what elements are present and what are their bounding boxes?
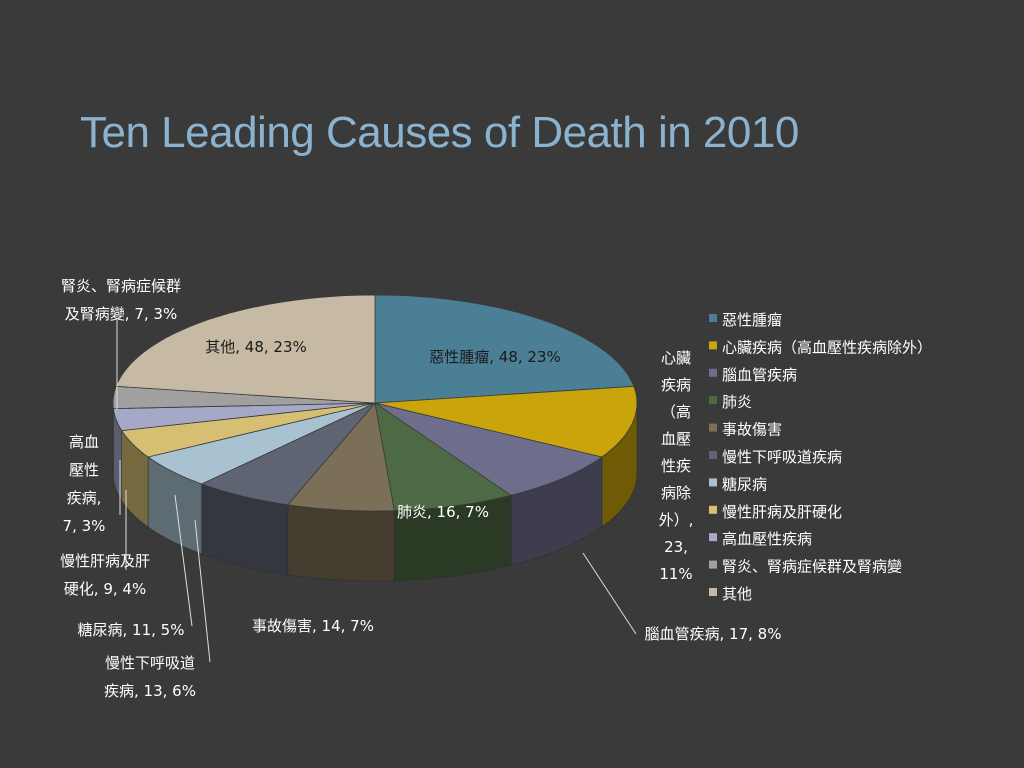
leader-line xyxy=(174,494,193,627)
leader-line xyxy=(582,552,637,635)
data-label: 慢性下呼吸道疾病, 13, 6% xyxy=(104,654,196,700)
pie-slice xyxy=(374,294,635,404)
legend-item: 肺炎 xyxy=(722,393,752,411)
pie-slice-side xyxy=(287,504,395,582)
pie-slice xyxy=(374,402,512,512)
legend-item: 心臟疾病（高血壓性疾病除外） xyxy=(722,338,932,356)
legend-item: 事故傷害 xyxy=(722,421,782,439)
data-label: 肺炎, 16, 7% xyxy=(397,503,489,521)
leader-line xyxy=(194,519,211,663)
data-label: 惡性腫瘤, 48, 23% xyxy=(429,348,561,366)
data-label: 其他, 48, 23% xyxy=(205,338,307,356)
legend-item: 慢性下呼吸道疾病 xyxy=(722,448,842,466)
legend-swatch xyxy=(709,560,717,569)
legend-swatch xyxy=(709,314,717,322)
pie-slice xyxy=(115,294,376,404)
legend-swatch xyxy=(709,478,717,487)
pie-slice xyxy=(287,402,395,512)
legend-swatch xyxy=(709,533,717,542)
data-label: 心臟疾病（高血壓性疾病除外）, 23, 11% xyxy=(659,349,694,583)
pie-slice xyxy=(374,385,638,458)
legend-item: 慢性肝病及肝硬化 xyxy=(722,503,842,521)
legend-item: 腎炎、腎病症候群及腎病變 xyxy=(722,558,902,576)
slide-title: Ten Leading Causes of Death in 2010 xyxy=(80,108,799,157)
data-label: 高血壓性疾病, 7, 3% xyxy=(63,433,106,535)
legend-swatch xyxy=(709,451,717,459)
pie-slice xyxy=(200,402,376,506)
data-label: 慢性肝病及肝硬化, 9, 4% xyxy=(60,552,150,598)
legend-swatch xyxy=(709,505,717,514)
data-label: 腦血管疾病, 17, 8% xyxy=(645,625,782,643)
pie-slice xyxy=(374,402,603,496)
legend-item: 其他 xyxy=(722,585,752,603)
legend-swatch xyxy=(709,368,717,377)
data-label: 腎炎、腎病症候群及腎病變, 7, 3% xyxy=(61,277,181,323)
pie-slice xyxy=(147,402,376,485)
legend-item: 高血壓性疾病 xyxy=(722,530,812,548)
pie-slice xyxy=(112,402,376,432)
pie-slice xyxy=(120,402,376,458)
legend-item: 糖尿病 xyxy=(722,475,767,493)
legend-swatch xyxy=(709,396,717,405)
legend-swatch xyxy=(709,588,717,596)
legend-item: 惡性腫瘤 xyxy=(722,311,782,329)
legend-swatch xyxy=(709,423,717,432)
data-label: 事故傷害, 14, 7% xyxy=(252,617,374,635)
data-label: 糖尿病, 11, 5% xyxy=(78,621,185,639)
pie-slice xyxy=(112,385,376,410)
legend-swatch xyxy=(709,341,717,350)
legend-item: 腦血管疾病 xyxy=(722,366,797,384)
